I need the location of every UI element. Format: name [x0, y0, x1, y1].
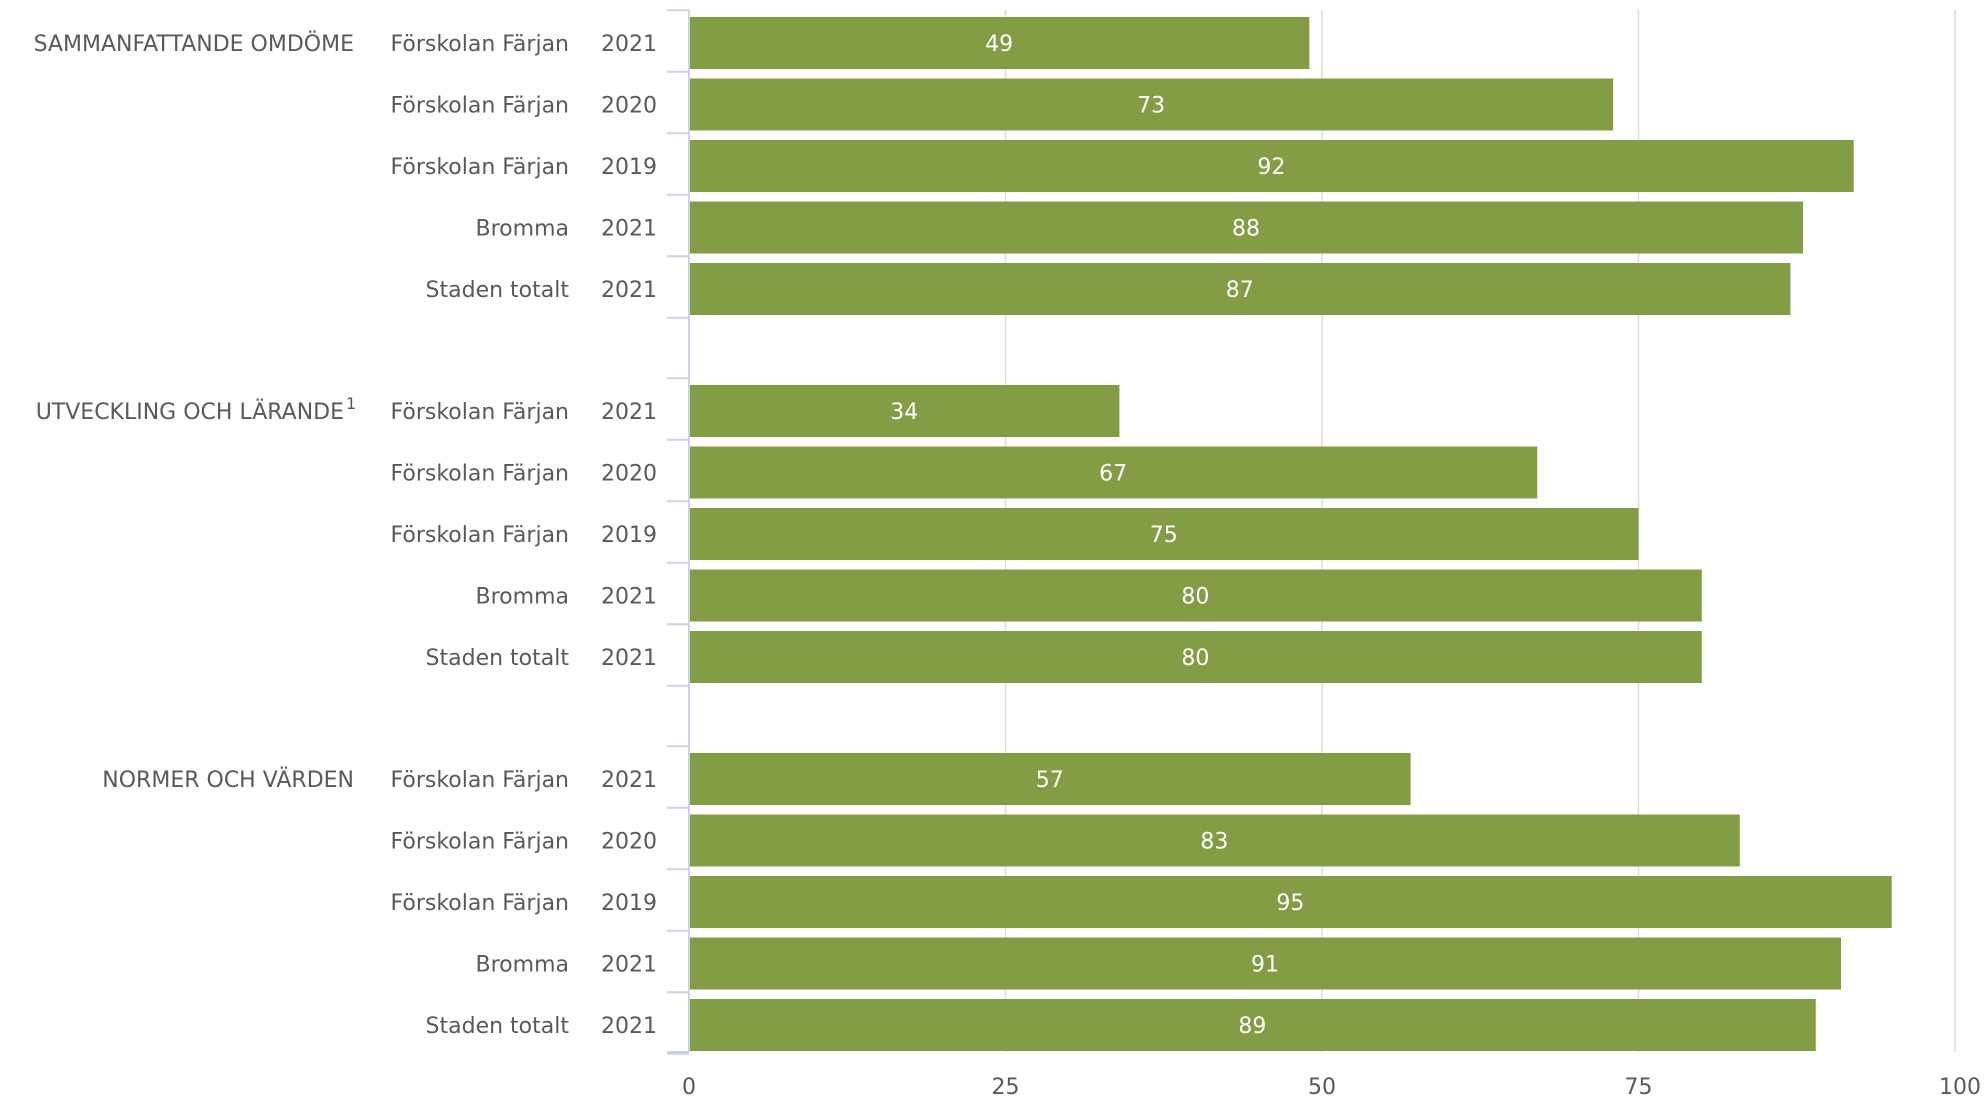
bar — [690, 508, 1639, 560]
bar-value-label: 87 — [1226, 278, 1254, 303]
bar-value-label: 73 — [1137, 94, 1165, 119]
bar — [690, 446, 1538, 499]
bar-value-label: 67 — [1099, 462, 1127, 487]
bar-value-label: 88 — [1232, 217, 1260, 242]
category-label: Staden totalt — [426, 1014, 570, 1039]
year-label: 2020 — [601, 830, 657, 855]
bar — [690, 201, 1804, 254]
category-label: Förskolan Färjan — [391, 400, 569, 425]
label-layer: 0 25 50 75 100 SAMMANFATTANDE OMDÖME 49 Förskol… — [34, 31, 1981, 1098]
year-label: 2021 — [601, 953, 657, 978]
category-label: Staden totalt — [426, 278, 570, 303]
bar — [690, 17, 1310, 69]
year-label: 2019 — [601, 891, 657, 916]
year-label: 2019 — [601, 523, 657, 548]
bar — [690, 569, 1702, 622]
category-label: Förskolan Färjan — [391, 523, 569, 548]
bar — [690, 78, 1614, 131]
bar — [690, 876, 1892, 928]
bar-value-label: 49 — [985, 32, 1013, 57]
bar-layer — [690, 17, 1892, 1051]
year-label: 2021 — [601, 278, 657, 303]
group-label-superscript: 1 — [346, 394, 356, 413]
x-tick-label-25: 25 — [992, 1075, 1020, 1098]
bar-value-label: 80 — [1181, 585, 1209, 610]
category-label: Förskolan Färjan — [391, 32, 569, 57]
category-label: Förskolan Färjan — [391, 462, 569, 487]
category-label: Förskolan Färjan — [391, 155, 569, 180]
axis-layer — [667, 9, 690, 1055]
x-tick-label-0: 0 — [682, 1075, 696, 1098]
category-label: Förskolan Färjan — [391, 94, 569, 119]
year-label: 2021 — [601, 768, 657, 793]
category-label: Förskolan Färjan — [391, 830, 569, 855]
x-tick-label-75: 75 — [1625, 1075, 1653, 1098]
bar — [690, 385, 1120, 437]
bar-value-label: 92 — [1257, 155, 1285, 180]
bar — [690, 140, 1854, 192]
bar — [690, 937, 1842, 990]
bar-value-label: 89 — [1238, 1014, 1266, 1039]
year-label: 2021 — [601, 646, 657, 671]
group-label: UTVECKLING OCH LÄRANDE — [36, 399, 344, 425]
bar — [690, 263, 1791, 315]
year-label: 2020 — [601, 94, 657, 119]
bar — [690, 631, 1702, 683]
year-label: 2021 — [601, 585, 657, 610]
bar-value-label: 34 — [890, 400, 918, 425]
x-tick-label-100: 100 — [1939, 1075, 1981, 1098]
year-label: 2021 — [601, 400, 657, 425]
year-label: 2019 — [601, 155, 657, 180]
category-label: Staden totalt — [426, 646, 570, 671]
group-label: NORMER OCH VÄRDEN — [102, 767, 354, 793]
bar-value-label: 57 — [1036, 768, 1064, 793]
year-label: 2021 — [601, 217, 657, 242]
bar-value-label: 95 — [1276, 891, 1304, 916]
x-tick-label-50: 50 — [1308, 1075, 1336, 1098]
bar-value-label: 91 — [1251, 953, 1279, 978]
year-label: 2020 — [601, 462, 657, 487]
bar — [690, 753, 1411, 805]
year-label: 2021 — [601, 1014, 657, 1039]
category-label: Bromma — [476, 953, 569, 978]
group-label: SAMMANFATTANDE OMDÖME — [34, 31, 354, 57]
category-label: Bromma — [476, 217, 569, 242]
bar-value-label: 80 — [1181, 646, 1209, 671]
category-label: Förskolan Färjan — [391, 891, 569, 916]
bar — [690, 999, 1816, 1051]
bar-value-label: 75 — [1150, 523, 1178, 548]
bar-value-label: 83 — [1200, 830, 1228, 855]
category-label: Bromma — [476, 585, 569, 610]
bar — [690, 814, 1740, 867]
year-label: 2021 — [601, 32, 657, 57]
category-label: Förskolan Färjan — [391, 768, 569, 793]
